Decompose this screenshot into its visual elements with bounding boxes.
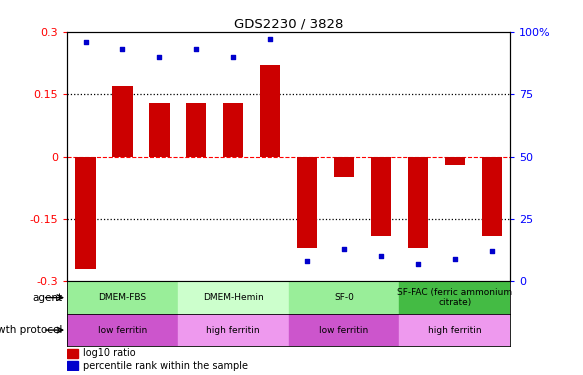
Point <box>229 54 238 60</box>
Bar <box>289 314 399 346</box>
Text: low ferritin: low ferritin <box>319 326 368 334</box>
Bar <box>149 103 170 157</box>
Bar <box>67 281 178 314</box>
Bar <box>67 314 178 346</box>
Bar <box>289 281 399 314</box>
Bar <box>482 157 502 236</box>
Point <box>376 254 385 260</box>
Bar <box>186 103 206 157</box>
Text: growth protocol: growth protocol <box>0 325 62 335</box>
Bar <box>371 157 391 236</box>
Bar <box>408 157 428 248</box>
Point <box>118 46 127 53</box>
Text: SF-0: SF-0 <box>334 293 354 302</box>
Point <box>450 256 459 262</box>
Bar <box>260 65 280 157</box>
Text: log10 ratio: log10 ratio <box>83 348 135 358</box>
Text: DMEM-FBS: DMEM-FBS <box>99 293 146 302</box>
Text: low ferritin: low ferritin <box>98 326 147 334</box>
Bar <box>223 103 243 157</box>
Bar <box>297 157 317 248</box>
Bar <box>178 281 289 314</box>
Text: SF-FAC (ferric ammonium
citrate): SF-FAC (ferric ammonium citrate) <box>397 288 512 308</box>
Bar <box>334 157 354 177</box>
Text: percentile rank within the sample: percentile rank within the sample <box>83 360 248 370</box>
Text: DMEM-Hemin: DMEM-Hemin <box>203 293 264 302</box>
Point <box>192 46 201 53</box>
Bar <box>67 361 78 370</box>
Point <box>339 246 349 252</box>
Bar <box>67 349 78 357</box>
Point <box>487 249 496 255</box>
Point <box>303 258 312 264</box>
Title: GDS2230 / 3828: GDS2230 / 3828 <box>234 18 343 31</box>
Bar <box>178 314 289 346</box>
Point <box>81 39 90 45</box>
Bar <box>399 281 510 314</box>
Bar <box>445 157 465 165</box>
Text: high ferritin: high ferritin <box>206 326 260 334</box>
Point <box>413 261 423 267</box>
Point <box>265 36 275 42</box>
Text: agent: agent <box>33 292 62 303</box>
Bar <box>399 314 510 346</box>
Text: high ferritin: high ferritin <box>428 326 482 334</box>
Point <box>154 54 164 60</box>
Bar <box>113 86 132 157</box>
Bar <box>75 157 96 269</box>
